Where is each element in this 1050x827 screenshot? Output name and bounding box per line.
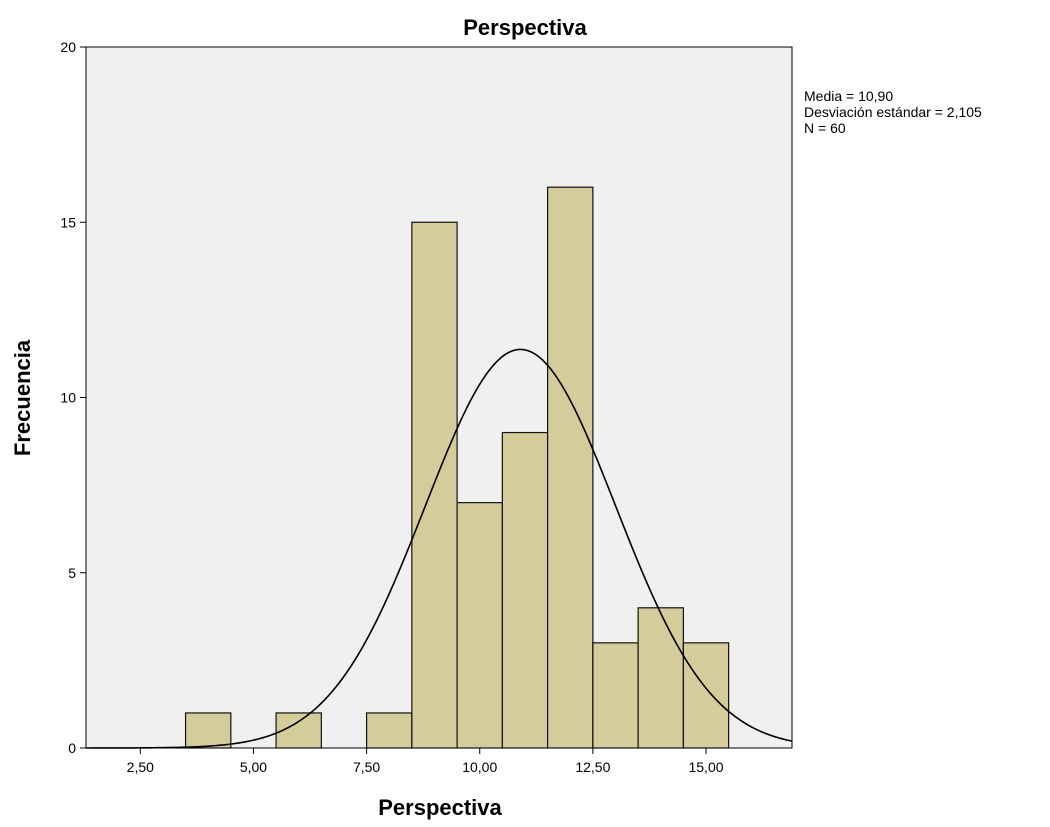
histogram-bar [456,502,503,749]
normal-curve [86,348,793,749]
y-tick-label: 0 [68,740,76,756]
histogram-bar [365,712,413,749]
x-tick-label: 5,00 [240,759,267,775]
x-tick-label: 10,00 [462,759,497,775]
x-tick-label: 7,50 [353,759,380,775]
histogram-bar [547,186,594,749]
y-tick-label: 20 [60,39,76,55]
histogram-bar [501,431,549,749]
y-axis-label: Frecuencia [10,339,35,456]
stats-sd: Desviación estándar = 2,105 [804,104,982,120]
histogram-bar [637,607,684,749]
histogram-bar [682,642,730,749]
stats-legend: Media = 10,90 Desviación estándar = 2,10… [804,88,982,136]
x-axis-label: Perspectiva [378,795,502,820]
y-tick-label: 5 [68,565,76,581]
chart-title: Perspectiva [463,15,587,40]
x-tick-label: 12,50 [575,759,610,775]
histogram-bar [184,712,232,749]
stats-n: N = 60 [804,120,846,136]
x-tick-label: 15,00 [688,759,723,775]
x-axis-ticks: 2,50 5,00 7,50 10,00 12,50 15,00 [127,748,724,775]
histogram-bar [592,642,639,749]
histogram-bar [411,221,458,749]
y-axis-ticks: 0 5 10 15 20 [60,39,86,756]
y-tick-label: 10 [60,390,76,406]
x-tick-label: 2,50 [127,759,154,775]
y-tick-label: 15 [60,214,76,230]
bars-group [184,186,730,749]
stats-mean: Media = 10,90 [804,88,893,104]
